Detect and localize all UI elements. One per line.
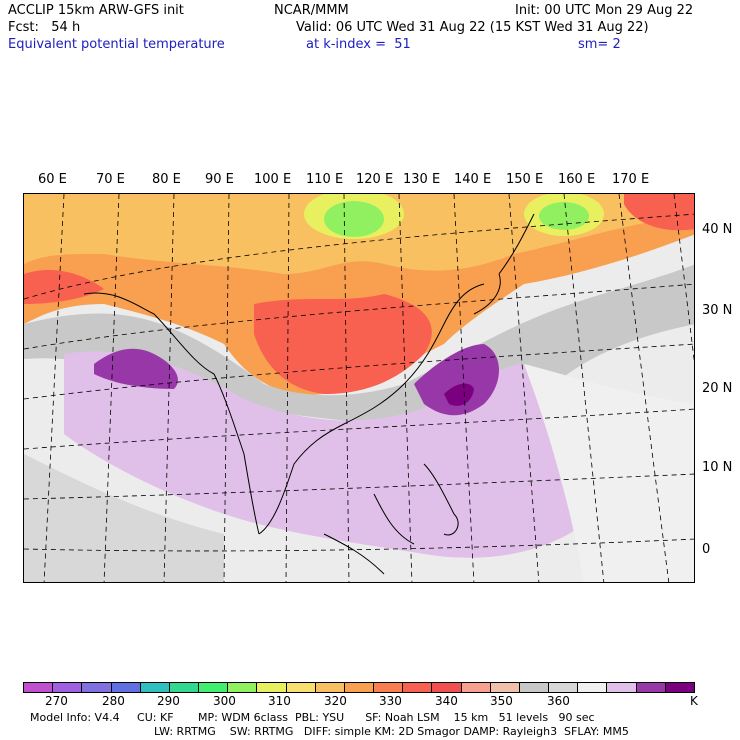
colorbar-tick-label: 310 [268, 694, 291, 708]
colorbar-tick-label: 300 [213, 694, 236, 708]
forecast-hour: Fcst: 54 h [8, 20, 81, 35]
colorbar-cell [82, 683, 112, 692]
latitude-label: 0 [702, 542, 711, 557]
colorbar-cell [286, 683, 316, 692]
latitude-label: 10 N [702, 460, 733, 475]
colorbar-cell [549, 683, 579, 692]
colorbar-cell [374, 683, 404, 692]
level-index: at k-index = 51 [306, 37, 411, 52]
colorbar-cell [519, 683, 550, 692]
colorbar-cell [432, 683, 462, 692]
longitude-label: 60 E [38, 172, 67, 187]
model-info: Model Info: V4.4 CU: KF MP: WDM 6class P… [30, 711, 595, 724]
source-label: NCAR/MMM [274, 3, 349, 18]
colorbar-cell [257, 683, 287, 692]
colorbar-cell [169, 683, 200, 692]
colorbar-cell [344, 683, 375, 692]
colorbar-tick-label: 330 [379, 694, 402, 708]
longitude-label: 140 E [454, 172, 492, 187]
valid-time: Valid: 06 UTC Wed 31 Aug 22 (15 KST Wed … [296, 20, 649, 35]
colorbar-tick-label: 270 [45, 694, 68, 708]
longitude-label: 170 E [612, 172, 650, 187]
colorbar-tick-label: 340 [435, 694, 458, 708]
colorbar-cell [461, 683, 491, 692]
colorbar-cell [315, 683, 345, 692]
latitude-label: 40 N [702, 222, 733, 237]
longitude-label: 160 E [558, 172, 596, 187]
colorbar [23, 682, 695, 693]
smoothing-value: sm= 2 [578, 37, 621, 52]
model-title: ACCLIP 15km ARW-GFS init [8, 3, 184, 18]
longitude-label: 100 E [254, 172, 292, 187]
colorbar-tick-label: 280 [102, 694, 125, 708]
physics-info: LW: RRTMG SW: RRTMG DIFF: simple KM: 2D … [154, 725, 629, 738]
longitude-label: 150 E [506, 172, 544, 187]
theta-e-map [24, 194, 694, 582]
colorbar-cell [665, 683, 694, 692]
longitude-label: 80 E [152, 172, 181, 187]
colorbar-cell [53, 683, 83, 692]
colorbar-cell [490, 683, 520, 692]
colorbar-cell [24, 683, 54, 692]
colorbar-tick-label: 360 [547, 694, 570, 708]
longitude-label: 70 E [96, 172, 125, 187]
field-name: Equivalent potential temperature [8, 37, 225, 52]
longitude-label: 130 E [403, 172, 441, 187]
colorbar-cell [199, 683, 229, 692]
colorbar-cell [228, 683, 258, 692]
map-panel[interactable] [23, 193, 695, 583]
colorbar-cell [607, 683, 637, 692]
colorbar-cell [111, 683, 141, 692]
colorbar-unit: K [690, 694, 698, 708]
longitude-label: 90 E [205, 172, 234, 187]
longitude-label: 110 E [306, 172, 344, 187]
colorbar-tick-label: 350 [490, 694, 513, 708]
longitude-label: 120 E [356, 172, 394, 187]
colorbar-cell [140, 683, 170, 692]
init-time: Init: 00 UTC Mon 29 Aug 22 [515, 3, 694, 18]
latitude-label: 30 N [702, 303, 733, 318]
colorbar-cell [636, 683, 666, 692]
colorbar-cell [578, 683, 608, 692]
colorbar-tick-label: 320 [324, 694, 347, 708]
latitude-label: 20 N [702, 381, 733, 396]
colorbar-cell [403, 683, 433, 692]
colorbar-tick-label: 290 [157, 694, 180, 708]
